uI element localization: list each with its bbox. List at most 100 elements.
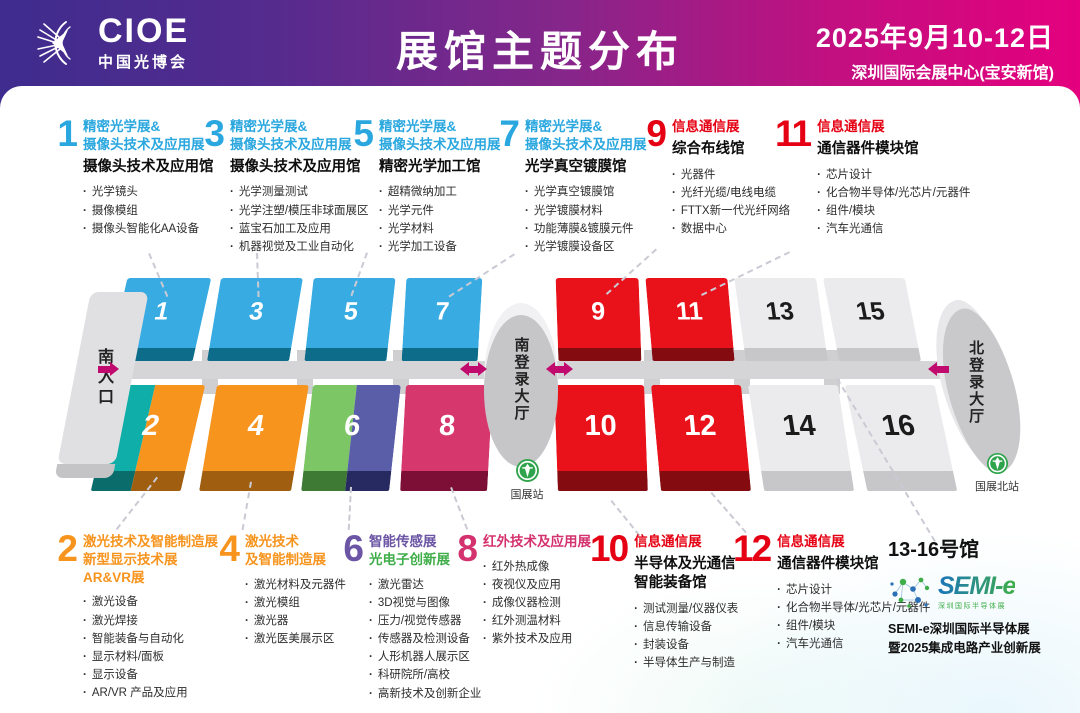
bullet-list: 芯片设计化合物半导体/光芯片/元器件组件/模块汽车光通信 — [817, 166, 970, 239]
bullet-item: 智能装备与自动化 — [83, 630, 218, 648]
hall-annotation-number: 7 — [499, 113, 520, 154]
bullet-item: 光学加工设备 — [379, 238, 501, 256]
hall-11: 11 — [645, 278, 735, 361]
exhibition-title: 精密光学展& — [525, 119, 603, 134]
metro-station-north: 国展北站 — [966, 452, 1028, 494]
corridor-double-arrow-icon — [546, 362, 573, 376]
semi-e-wordmark: SEMI-e — [938, 571, 1016, 600]
hall-3: 3 — [207, 278, 303, 361]
hall-roof: 16 — [844, 385, 954, 471]
exhibition-title: 摄像头技术及应用展 — [379, 136, 501, 152]
hall-annotation-number: 3 — [204, 113, 225, 154]
hall-roof: 14 — [747, 385, 852, 471]
bullet-item: 功能薄膜&镀膜元件 — [525, 220, 647, 238]
bullet-item: 光学元件 — [379, 202, 501, 220]
hall-annotation-number: 10 — [590, 528, 629, 569]
exhibition-title: 激光技术及智能制造展 — [83, 534, 218, 549]
hall-roof: 15 — [822, 278, 919, 348]
hall-name: 半导体及光通信 — [634, 555, 736, 572]
hall-name: 摄像头技术及应用馆 — [83, 158, 214, 175]
metro-icon — [515, 459, 539, 482]
bullet-item: 3D视觉与图像 — [369, 594, 481, 612]
bullet-item: 光学注塑/模压非球面展区 — [230, 202, 369, 220]
logo-wordmark: CIOE — [98, 12, 190, 50]
bullet-item: 蓝宝石加工及应用 — [230, 220, 369, 238]
hall-side — [651, 348, 735, 361]
logo-subtitle: 中国光博会 — [98, 54, 189, 71]
cioe-logo-icon — [37, 21, 71, 65]
exhibition-title: 激光技术 — [245, 534, 299, 549]
metro-station-north-label: 国展北站 — [975, 481, 1019, 493]
hall-15: 15 — [822, 278, 922, 361]
bullet-item: 激光医美展示区 — [245, 630, 346, 648]
hall-number: 15 — [853, 297, 888, 326]
bullet-item: 激光模组 — [245, 594, 346, 612]
exhibition-title: 及智能制造展 — [245, 551, 326, 567]
bullet-item: FTTX新一代光纤网络 — [672, 202, 790, 220]
bullet-item: 紫外技术及应用 — [483, 630, 591, 648]
exhibition-title: 摄像头技术及应用展 — [230, 136, 352, 152]
hall-annotation-number: 12 — [733, 528, 772, 569]
hall-side — [304, 348, 388, 361]
hall-annotation-number: 1 — [57, 113, 78, 154]
semi-e-logo-icon — [890, 577, 930, 608]
hall-number: 3 — [247, 297, 266, 326]
hall-side — [836, 348, 922, 361]
hall-side — [557, 348, 642, 361]
bullet-list: 芯片设计化合物半导体/光芯片/元器件组件/模块汽车光通信 — [777, 581, 930, 654]
exhibition-title: 新型显示技术展 — [83, 551, 178, 567]
bullet-item: 光学镀膜材料 — [525, 202, 647, 220]
bullet-item: 人形机器人展示区 — [369, 648, 481, 666]
bullet-item: 传感器及检测设备 — [369, 630, 481, 648]
hall-roof: 7 — [402, 278, 483, 348]
bullet-item: 科研院所/高校 — [369, 666, 481, 684]
hall-annotation-13-16: 13-16号馆 SEMI-e 深圳国际半导体展 — [888, 533, 1041, 659]
hall-side — [401, 348, 479, 361]
hall-annotation-5: 5 精密光学展&摄像头技术及应用展精密光学加工馆超精微纳加工光学元件光学材料光学加… — [352, 115, 501, 256]
exhibition-title: 精密光学展& — [83, 119, 161, 134]
hall-side — [400, 471, 489, 491]
hall-annotation-10: 10 信息通信展半导体及光通信智能装备馆测试测量/仪器仪表信息传输设备封装设备半导… — [590, 528, 738, 672]
hall-number: 5 — [342, 297, 360, 326]
bullet-list: 光学镜头摄像模组摄像头智能化AA设备 — [83, 183, 214, 237]
bullet-item: 数据中心 — [672, 220, 790, 238]
exhibition-title: 信息通信展 — [634, 534, 702, 549]
hall-roof: 9 — [555, 278, 641, 348]
bullet-item: 半导体生产与制造 — [634, 654, 738, 672]
hall-5: 5 — [304, 278, 396, 361]
bullet-list: 激光材料及元器件激光模组激光器激光医美展示区 — [245, 576, 346, 649]
bullet-item: 高新技术及创新企业 — [369, 685, 482, 703]
north-entrance-arrow-icon — [928, 362, 949, 376]
hall-number: 13 — [763, 297, 796, 326]
exhibition-title: 信息通信展 — [817, 119, 885, 134]
bullet-item: 测试测量/仪器仪表 — [634, 600, 738, 618]
hall-side — [207, 348, 292, 361]
bullet-item: 化合物半导体/光芯片/元器件 — [777, 599, 930, 617]
metro-station-south: 国展站 — [503, 458, 551, 502]
exhibition-title: 精密光学展& — [230, 119, 308, 134]
hall-7: 7 — [401, 278, 483, 361]
bullet-item: 汽车光通信 — [777, 635, 930, 653]
hall-12: 12 — [651, 385, 751, 491]
north-lobby-label: 北登录大厅 — [966, 339, 984, 425]
hall-number: 11 — [674, 297, 704, 326]
hall-annotation-3: 3 精密光学展&摄像头技术及应用展摄像头技术及应用馆光学测量测试光学注塑/模压非球… — [203, 113, 369, 256]
south-entrance-label: 南入口 — [95, 348, 112, 408]
semi-line-1: SEMI-e深圳国际半导体展 — [888, 622, 1030, 636]
bullet-list: 激光雷达3D视觉与图像压力/视觉传感器传感器及检测设备人形机器人展示区科研院所/… — [369, 576, 482, 703]
exhibition-title: 光电子创新展 — [369, 551, 450, 567]
hall-name: 综合布线馆 — [672, 140, 745, 157]
bullet-item: 激光焊接 — [83, 612, 218, 630]
hall-roof: 11 — [645, 278, 734, 348]
hall-annotation-6: 6 智能传感展光电子创新展激光雷达3D视觉与图像压力/视觉传感器传感器及检测设备人… — [342, 530, 482, 703]
exhibition-title: 信息通信展 — [672, 119, 740, 134]
bullet-item: 组件/模块 — [777, 617, 930, 635]
hall-number: 14 — [780, 410, 818, 443]
hall-roof: 4 — [202, 385, 309, 471]
hall-roof: 10 — [554, 385, 648, 471]
hall-name: 智能装备馆 — [634, 574, 707, 591]
hall-number: 8 — [438, 410, 457, 443]
hall-annotation-9: 9 信息通信展综合布线馆光器件光纤光缆/电线电缆FTTX新一代光纤网络数据中心 — [645, 115, 790, 238]
bullet-item: 信息传输设备 — [634, 618, 738, 636]
